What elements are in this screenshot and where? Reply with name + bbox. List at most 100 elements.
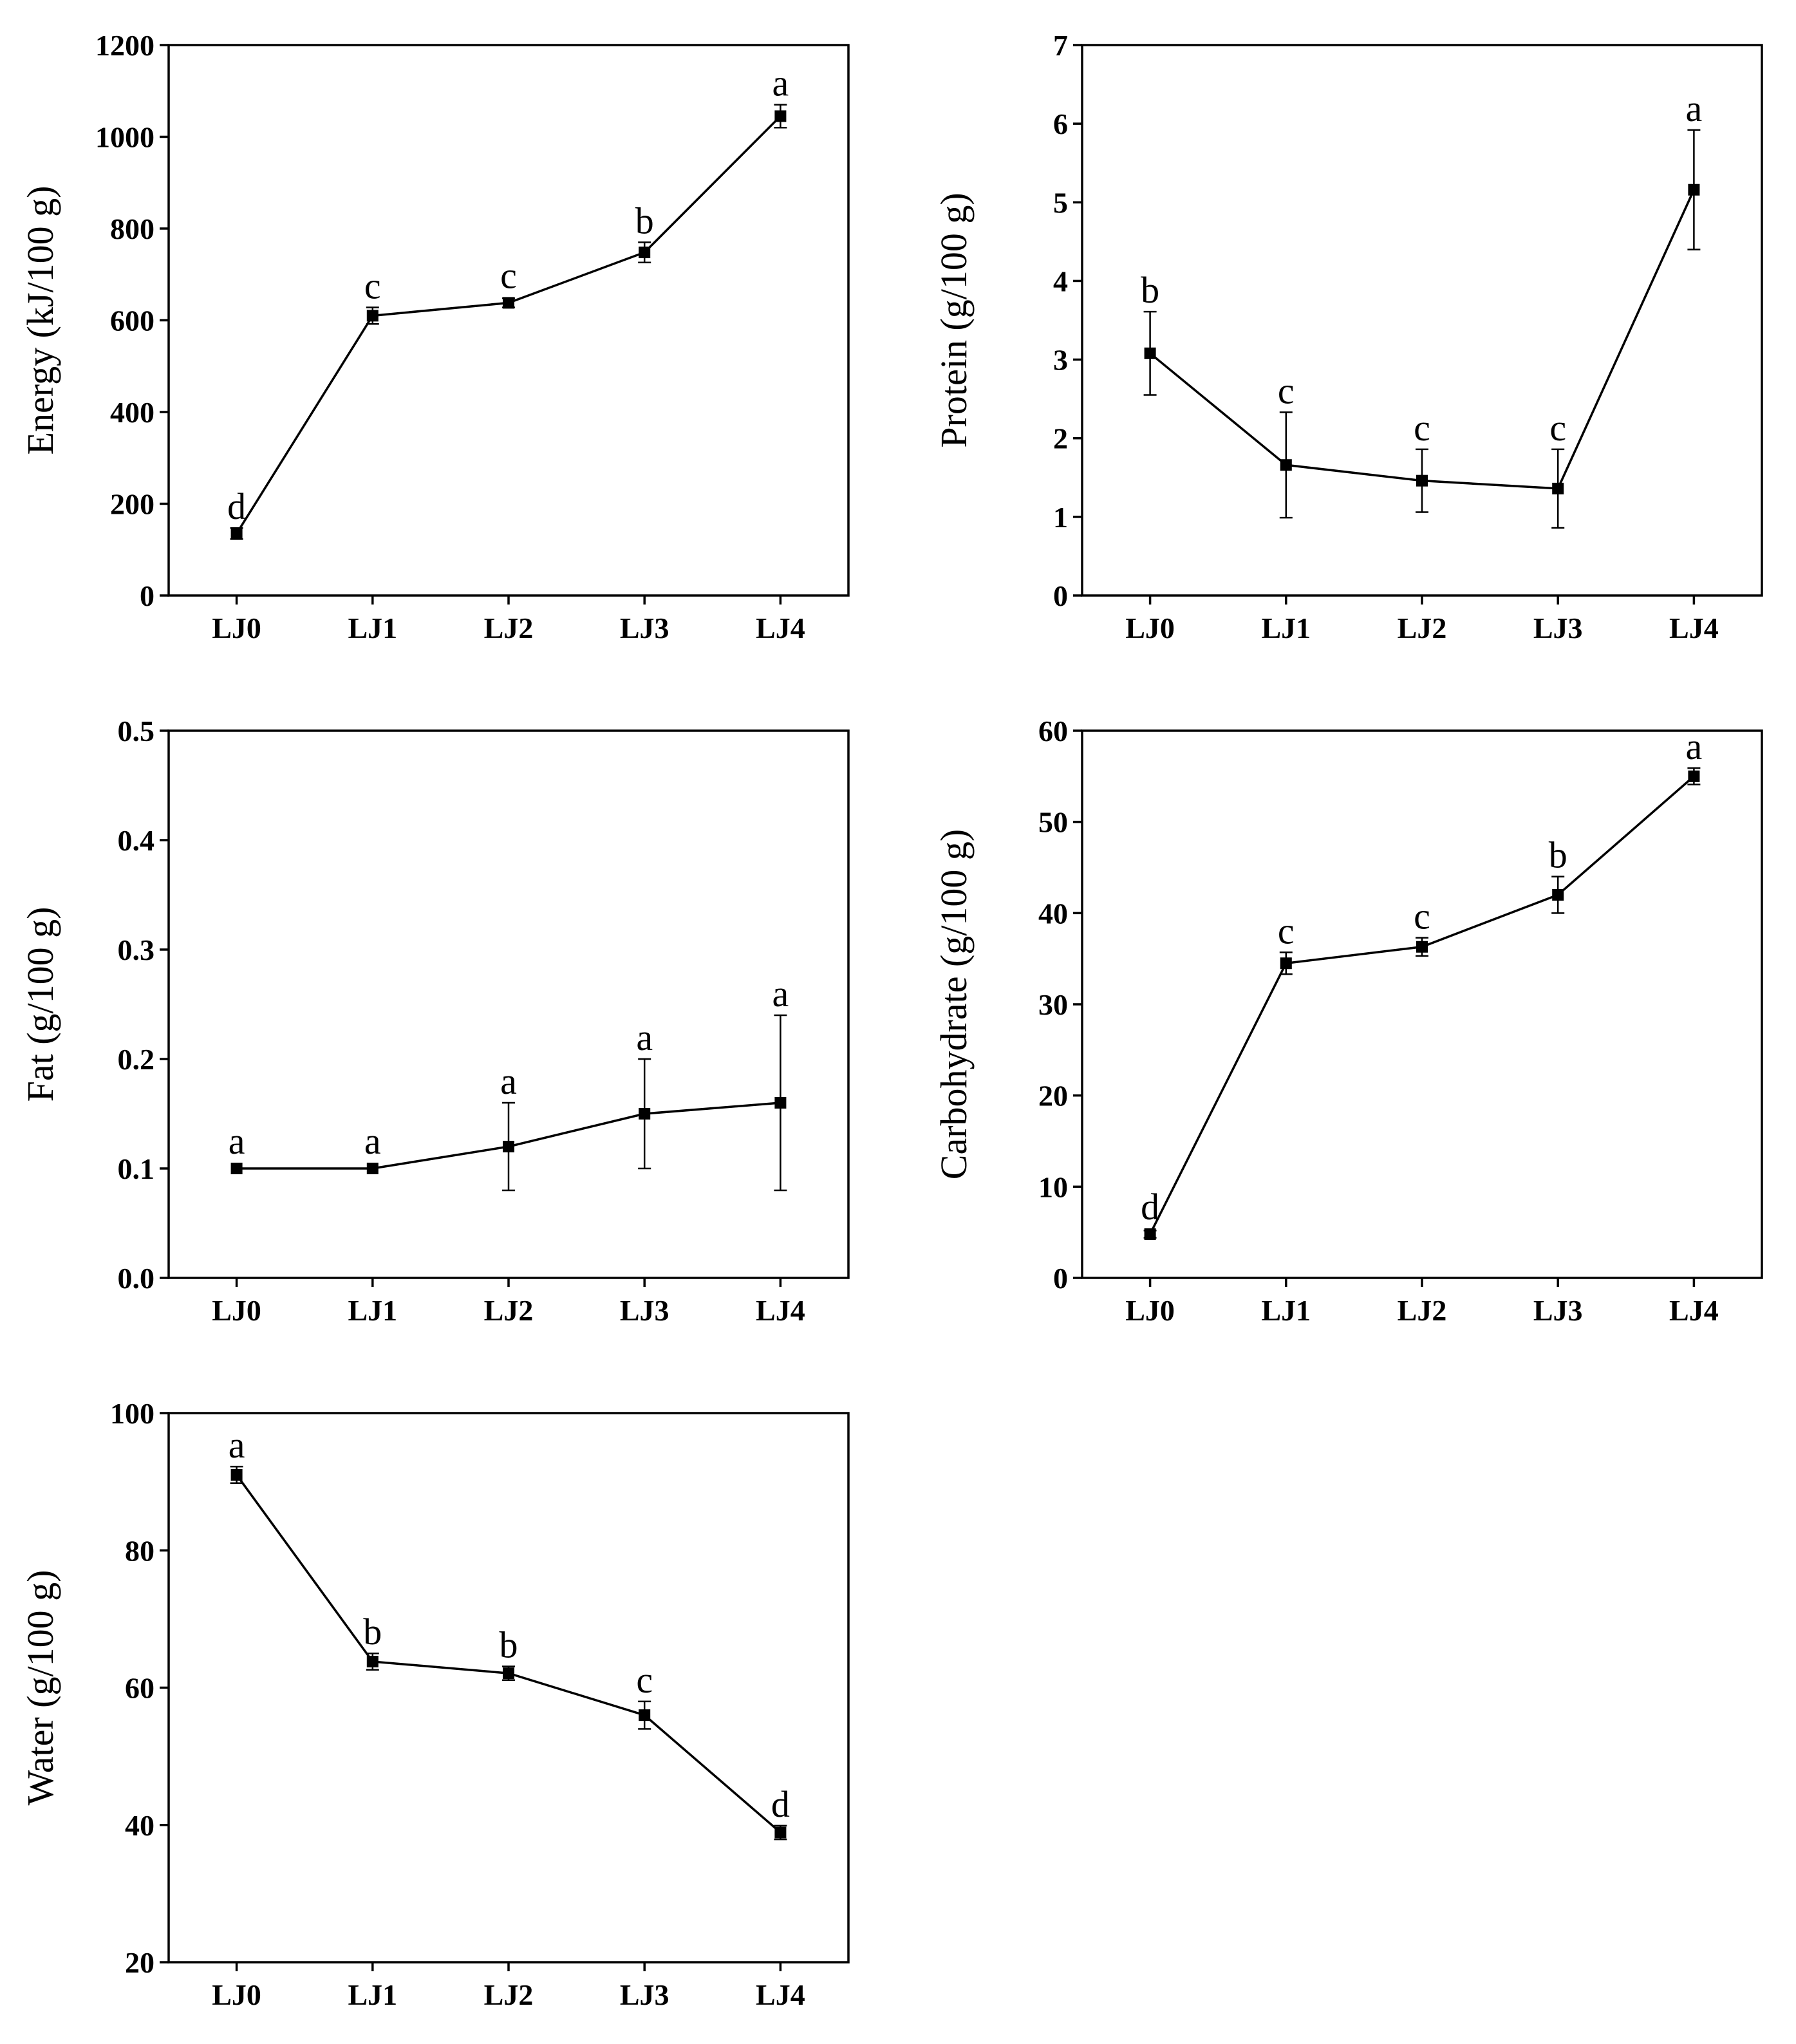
water-x-tick-label: LJ3 [620, 1978, 669, 2011]
energy-significance-letter: a [772, 62, 789, 104]
carbohydrate-data-point [1552, 889, 1564, 901]
carbohydrate-significance-letter: b [1549, 834, 1567, 876]
energy-x-tick-label: LJ4 [756, 612, 805, 644]
fat-significance-letter: a [772, 973, 789, 1015]
water-x-tick-label: LJ4 [756, 1978, 805, 2011]
energy-significance-letter: c [364, 265, 381, 307]
protein-data-point [1280, 459, 1292, 471]
energy-x-tick-label: LJ3 [620, 612, 669, 644]
energy-plot-frame [167, 44, 850, 597]
water-significance-letter: b [363, 1611, 382, 1653]
fat-x-tick-label: LJ3 [620, 1294, 669, 1327]
energy-x-tick-label: LJ1 [348, 612, 397, 644]
carbohydrate-data-point [1688, 770, 1700, 782]
energy-x-tick-label: LJ0 [212, 612, 261, 644]
fat-y-axis-title: Fat (g/100 g) [19, 907, 61, 1102]
protein-chart: 0 1 2 3 4 5 6 7 LJ0 LJ1 LJ2 LJ3 LJ4 Protein (g/100 g)… [933, 29, 1763, 644]
fat-significance-letter: a [636, 1017, 653, 1058]
carbohydrate-significance-letter: c [1278, 910, 1295, 952]
energy-data-point [366, 310, 379, 322]
protein-y-tick-label: 4 [1053, 265, 1068, 297]
energy-y-tick-label: 400 [110, 396, 154, 429]
protein-data-point [1144, 347, 1156, 359]
protein-x-tick-label: LJ4 [1669, 612, 1719, 644]
fat-data-point [366, 1163, 379, 1174]
protein-data-point [1416, 474, 1428, 487]
fat-data-point [503, 1141, 514, 1152]
fat-x-tick-label: LJ2 [484, 1294, 534, 1327]
energy-chart: 0 200 400 600 800 1000 1200 LJ0 LJ1 LJ2 LJ3 LJ4 Ener… [19, 29, 850, 644]
protein-data-point [1688, 183, 1700, 196]
carbohydrate-y-tick-label: 10 [1038, 1170, 1068, 1203]
energy-data-point [230, 527, 243, 539]
water-x-tick-label: LJ2 [484, 1978, 534, 2011]
energy-significance-letter: b [635, 200, 654, 241]
carbohydrate-significance-letter: c [1414, 895, 1430, 937]
water-x-tick-label: LJ1 [348, 1978, 397, 2011]
fat-data-point [230, 1163, 243, 1174]
protein-significance-letter: c [1414, 407, 1430, 449]
water-significance-letter: a [229, 1424, 245, 1466]
carbohydrate-x-tick-label: LJ3 [1533, 1294, 1583, 1327]
carbohydrate-y-tick-label: 30 [1038, 988, 1068, 1021]
energy-series-line [236, 115, 781, 534]
carbohydrate-data-point [1280, 957, 1292, 970]
water-data-point [503, 1667, 514, 1680]
protein-significance-letter: c [1549, 407, 1566, 449]
protein-y-tick-label: 7 [1053, 29, 1068, 62]
energy-y-tick-label: 600 [110, 305, 154, 337]
carbohydrate-y-tick-label: 50 [1038, 806, 1068, 839]
protein-y-tick-label: 5 [1053, 186, 1068, 219]
water-plot-frame [167, 1412, 850, 1964]
fat-y-tick-label: 0.0 [118, 1262, 155, 1295]
energy-y-tick-label: 800 [110, 212, 154, 245]
carbohydrate-significance-letter: d [1141, 1186, 1159, 1228]
fat-data-point [774, 1097, 787, 1109]
energy-data-point [774, 110, 787, 122]
energy-y-tick-label: 1200 [95, 29, 154, 62]
protein-x-tick-label: LJ1 [1261, 612, 1311, 644]
protein-significance-letter: a [1686, 88, 1703, 129]
fat-plot-frame [167, 729, 850, 1279]
fat-significance-letter: a [364, 1120, 381, 1162]
protein-x-tick-label: LJ0 [1125, 612, 1175, 644]
fat-y-tick-label: 0.1 [118, 1152, 155, 1185]
carbohydrate-y-axis-title: Carbohydrate (g/100 g) [933, 829, 975, 1179]
energy-y-tick-label: 0 [140, 579, 154, 612]
fat-y-tick-label: 0.3 [118, 933, 155, 966]
energy-significance-letter: d [227, 485, 246, 527]
carbohydrate-x-tick-label: LJ0 [1125, 1294, 1175, 1327]
protein-significance-letter: c [1278, 370, 1295, 411]
fat-x-tick-label: LJ0 [212, 1294, 261, 1327]
fat-significance-letter: a [500, 1060, 517, 1102]
energy-y-axis-title: Energy (kJ/100 g) [19, 186, 61, 455]
fat-chart: 0.0 0.1 0.2 0.3 0.4 0.5 LJ0 LJ1 LJ2 LJ3 LJ4 Fat (g/… [19, 715, 850, 1327]
carbohydrate-x-tick-label: LJ2 [1398, 1294, 1447, 1327]
water-x-tick-label: LJ0 [212, 1978, 261, 2011]
water-y-tick-label: 40 [125, 1809, 154, 1842]
protein-y-tick-label: 3 [1053, 344, 1068, 377]
water-data-point [774, 1826, 787, 1839]
water-data-point [230, 1468, 243, 1481]
energy-x-tick-label: LJ2 [484, 612, 534, 644]
protein-y-tick-label: 1 [1053, 501, 1068, 534]
protein-y-tick-label: 2 [1053, 422, 1068, 455]
protein-data-point [1552, 482, 1564, 494]
fat-y-tick-label: 0.4 [118, 824, 155, 857]
fat-x-tick-label: LJ1 [348, 1294, 397, 1327]
water-data-point [366, 1655, 379, 1667]
carbohydrate-series-line [1149, 775, 1695, 1235]
fat-significance-letter: a [229, 1120, 245, 1162]
water-significance-letter: c [636, 1659, 653, 1701]
energy-y-tick-label: 200 [110, 488, 154, 521]
carbohydrate-significance-letter: a [1686, 726, 1703, 767]
water-significance-letter: b [500, 1624, 518, 1665]
fat-data-point [639, 1108, 651, 1120]
carbohydrate-x-tick-label: LJ1 [1261, 1294, 1311, 1327]
energy-y-tick-label: 1000 [95, 121, 154, 154]
water-y-tick-label: 100 [110, 1397, 154, 1430]
carbohydrate-x-tick-label: LJ4 [1669, 1294, 1719, 1327]
water-significance-letter: d [771, 1783, 790, 1825]
protein-y-axis-title: Protein (g/100 g) [933, 192, 975, 447]
